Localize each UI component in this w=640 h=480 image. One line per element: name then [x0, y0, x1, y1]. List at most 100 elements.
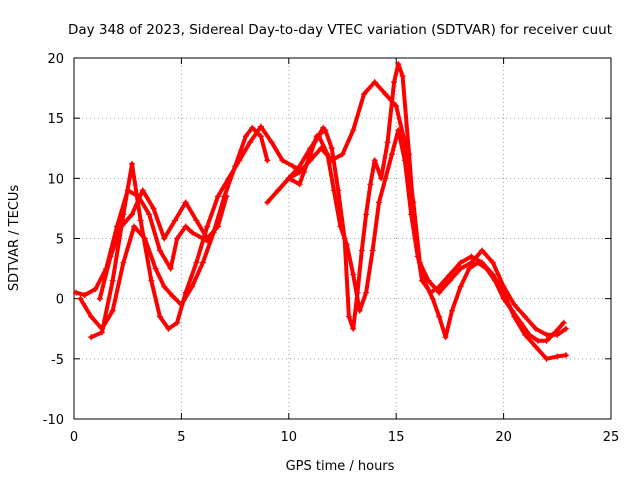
data-point [363, 289, 370, 296]
data-point [88, 334, 95, 341]
data-point [457, 283, 464, 290]
y-tick-label: -10 [43, 413, 64, 428]
data-point [466, 265, 473, 272]
data-point [532, 343, 539, 350]
data-point [483, 265, 490, 272]
y-axis-label: SDTVAR / TECUs [7, 185, 22, 292]
data-point [425, 277, 432, 284]
data-point [479, 247, 486, 254]
data-point [307, 157, 314, 164]
data-point [268, 139, 275, 146]
series-track-4 [96, 187, 230, 302]
data-point [429, 295, 436, 302]
data-point [214, 193, 221, 200]
data-point [446, 277, 453, 284]
x-axis-label: GPS time / hours [286, 459, 395, 474]
data-point [204, 223, 211, 230]
x-tick-label: 0 [70, 430, 78, 445]
data-point [242, 133, 249, 140]
y-tick-label: 20 [47, 52, 64, 67]
data-point [367, 181, 374, 188]
data-point [356, 307, 363, 314]
data-point [468, 259, 475, 266]
data-point [358, 247, 365, 254]
data-point [543, 355, 550, 362]
data-point [152, 265, 159, 272]
data-point [384, 139, 391, 146]
data-point [128, 160, 135, 167]
x-tick-label: 15 [388, 430, 405, 445]
data-point [307, 145, 314, 152]
data-point [174, 235, 181, 242]
data-point [296, 163, 303, 170]
y-tick-label: -5 [51, 353, 64, 368]
x-tick-label: 10 [281, 430, 298, 445]
data-point [328, 145, 335, 152]
data-point [522, 313, 529, 320]
series-line [286, 80, 568, 337]
data-point [328, 157, 335, 164]
data-point [109, 277, 116, 284]
data-point [457, 259, 464, 266]
data-point [120, 259, 127, 266]
data-point [500, 283, 507, 290]
data-point [161, 283, 168, 290]
data-point [264, 199, 271, 206]
y-tick-label: 0 [56, 293, 64, 308]
data-point [532, 325, 539, 332]
data-point [554, 353, 561, 360]
data-point [401, 139, 408, 146]
data-point [474, 259, 481, 266]
data-point [350, 325, 357, 332]
data-point [96, 295, 103, 302]
data-point [182, 289, 189, 296]
data-point [171, 217, 178, 224]
data-point [169, 293, 176, 300]
data-point [371, 157, 378, 164]
data-point [410, 199, 417, 206]
data-point [345, 313, 352, 320]
data-point [139, 187, 146, 194]
data-point [511, 301, 518, 308]
data-point [492, 277, 499, 284]
data-point [156, 247, 163, 254]
data-point [98, 329, 105, 336]
data-point [315, 133, 322, 140]
data-point [167, 265, 174, 272]
data-point [391, 79, 398, 86]
x-tick-label: 5 [177, 430, 185, 445]
data-point [214, 223, 221, 230]
data-point [436, 313, 443, 320]
y-tick-label: 15 [47, 112, 64, 127]
series-line [78, 125, 270, 331]
data-point [369, 247, 376, 254]
x-tick-label: 25 [603, 430, 620, 445]
series-track-3 [88, 123, 327, 341]
data-point [279, 157, 286, 164]
data-point [189, 283, 196, 290]
data-point [148, 277, 155, 284]
chart-title: Day 348 of 2023, Sidereal Day-to-day VTE… [68, 22, 612, 38]
data-point [517, 319, 524, 326]
data-point [150, 205, 157, 212]
data-point [156, 313, 163, 320]
data-point [161, 235, 168, 242]
y-tick-label: 10 [47, 172, 64, 187]
axis-ticks: 0 5 10 15 20 25 -10 -5 0 5 10 15 20 [43, 52, 620, 445]
data-point [526, 331, 533, 338]
data-point [562, 325, 569, 332]
data-point [388, 151, 395, 158]
data-point [360, 91, 367, 98]
data-point [339, 151, 346, 158]
data-point [436, 289, 443, 296]
data-point [131, 223, 138, 230]
y-tick-label: 5 [56, 233, 64, 248]
data-point [382, 175, 389, 182]
data-point [77, 295, 84, 302]
data-point [193, 217, 200, 224]
series-line [276, 128, 566, 343]
data-point [296, 181, 303, 188]
data-point [543, 337, 550, 344]
